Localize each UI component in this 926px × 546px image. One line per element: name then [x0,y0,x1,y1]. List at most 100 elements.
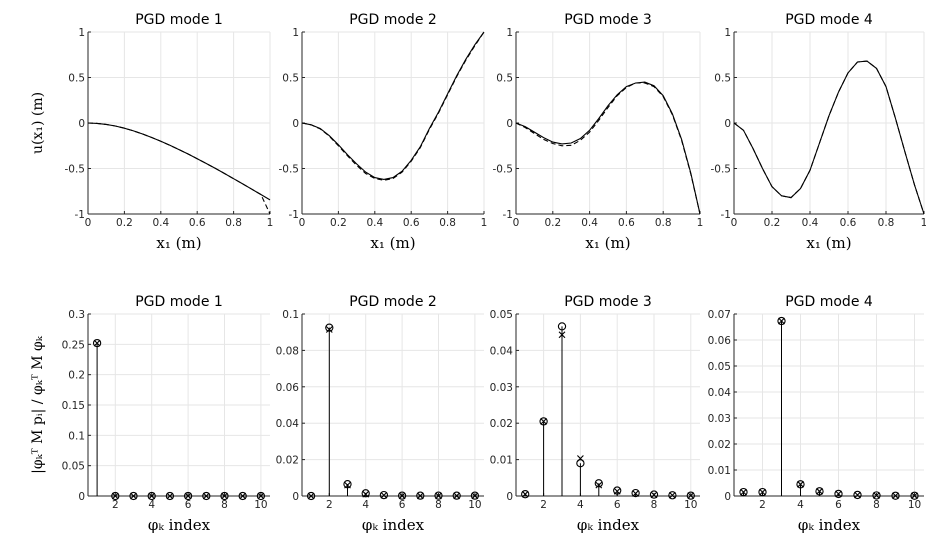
panel-top-1: 0 0.2 0.4 0.6 0.8 1 -1 -0.5 0 0.5 1 PGD mode 1 x₁ (m… [65,12,274,252]
panel-top-2: 0 0.2 0.4 0.6 0.8 1 -1 -0.5 0 0.5 1 PGD mode 2 x₁ (m… [279,12,488,252]
x-tick-label: 0.4 [152,217,169,229]
x-tick-label: 0.2 [330,217,347,229]
stem-marker-circle [361,489,370,498]
stem-marker-circle [539,417,548,426]
y-tick-label: 1 [78,27,85,39]
x-tick-label: 0.4 [581,217,598,229]
stem-marker-cross [325,326,333,333]
x-axis-label: x₁ (m) [585,234,630,252]
y-tick-label: 0 [724,491,731,503]
y-tick-label: 0.02 [708,439,731,451]
stem-marker-circle [129,491,138,501]
stem-marker-cross [184,492,192,500]
stem-marker-cross [558,331,566,339]
stem-marker-cross [148,492,156,500]
panel-title: PGD mode 1 [135,12,223,28]
x-tick-label: 1 [697,217,704,229]
plot-area [302,314,484,496]
x-tick-label: 0.8 [878,217,895,229]
x-tick-label: 6 [835,499,842,511]
stem-marker-cross [398,492,406,500]
x-tick-label: 0.6 [189,217,206,229]
series-line-dashed [301,31,485,181]
x-tick-label: 4 [577,499,584,511]
x-tick-label: 10 [684,499,697,511]
panel-title: PGD mode 3 [564,294,652,310]
x-tick-label: 2 [540,499,547,511]
x-tick-label: 1 [921,217,926,229]
x-tick-label: 0.6 [618,217,635,229]
stem-marker-circle [815,487,824,496]
stem-marker-circle [834,489,843,499]
x-tick-label: 8 [873,499,880,511]
stem-marker-cross [892,492,899,500]
stem-marker-cross [778,317,785,325]
y-tick-label: 0 [292,491,299,503]
stem-marker-cross [540,417,547,425]
y-tick-label: -0.5 [279,164,300,176]
x-tick-label: 2 [112,499,119,511]
y-tick-label: 0.2 [68,370,85,382]
y-tick-label: 0.5 [714,73,731,85]
x-tick-label: 2 [759,499,766,511]
stem-marker-circle [796,480,805,489]
x-tick-label: 10 [468,499,481,511]
y-tick-label: -1 [289,209,299,221]
x-tick-label: 0.6 [403,217,420,229]
stem-marker-cross [911,492,918,500]
stem-marker-cross [669,491,676,499]
stem-marker-cross [613,487,621,495]
stem-marker-cross [130,492,137,500]
stem-marker-circle [631,488,640,498]
stem-marker-circle [872,491,881,500]
stem-marker-circle [557,322,567,331]
y-tick-label: 0.07 [708,309,731,321]
stem-marker-circle [325,323,334,332]
stem-marker-cross [166,492,174,500]
y-tick-label: 0.05 [62,461,85,473]
stem-marker-circle [594,479,603,488]
y-tick-label: 0.02 [490,418,513,430]
y-tick-label: 0 [292,118,299,130]
x-tick-label: 8 [651,499,658,511]
stem-marker-circle [739,487,748,497]
panel-bottom-1: 2 4 6 8 10 0 0.05 0.1 0.15 0.2 0.25 0.3 PGD mode 1 φₖ… [62,294,270,534]
y-tick-label: 0 [724,118,731,130]
stem-marker-circle [379,490,389,500]
x-tick-label: 8 [435,499,442,511]
panel-bottom-4: 2 4 6 8 10 0 0.01 0.02 0.03 0.04 0.05 0.06 0.07 PGD m… [708,294,924,534]
x-tick-label: 0.6 [840,217,857,229]
y-tick-label: 1 [292,27,299,39]
stem-marker-cross [740,488,747,496]
stem-marker-cross [632,490,639,497]
stem-marker-cross [416,492,424,500]
stem-marker-circle [111,491,120,501]
y-tick-label: 0.05 [708,361,731,373]
stem-marker-cross [362,490,370,498]
y-tick-label: 0.1 [282,309,299,321]
stem-marker-cross [595,481,603,489]
stem-marker-cross [854,491,861,499]
stem-marker-cross [577,455,584,462]
stem-marker-cross [435,492,442,500]
x-tick-label: 4 [148,499,155,511]
panel-bottom-2: 2 4 6 8 10 0 0.02 0.04 0.06 0.08 0.1 PGD mode 2 φₖ i… [276,294,484,534]
x-axis-label: φₖ index [577,516,640,534]
x-tick-label: 6 [399,499,406,511]
series-line-dashed [515,82,701,215]
y-tick-label: -1 [503,209,513,221]
panels: 0 0.2 0.4 0.6 0.8 1 -1 -0.5 0 0.5 1 PGD mode 1 x₁ (m… [62,12,926,534]
x-tick-label: 6 [185,499,192,511]
y-tick-label: 0.04 [276,418,300,430]
y-tick-label: -0.5 [711,164,732,176]
x-tick-label: 4 [362,499,369,511]
series-line-dashed [87,122,271,215]
stem-marker-circle [306,491,316,501]
bottom-row-ylabel: |φₖᵀ M pᵢ| / φₖᵀ M φₖ [30,335,46,474]
stem-marker-cross [816,487,823,495]
x-tick-label: 0.2 [116,217,133,229]
y-tick-label: 0 [506,491,513,503]
stem-marker-cross [471,492,479,500]
x-tick-label: 1 [267,217,274,229]
